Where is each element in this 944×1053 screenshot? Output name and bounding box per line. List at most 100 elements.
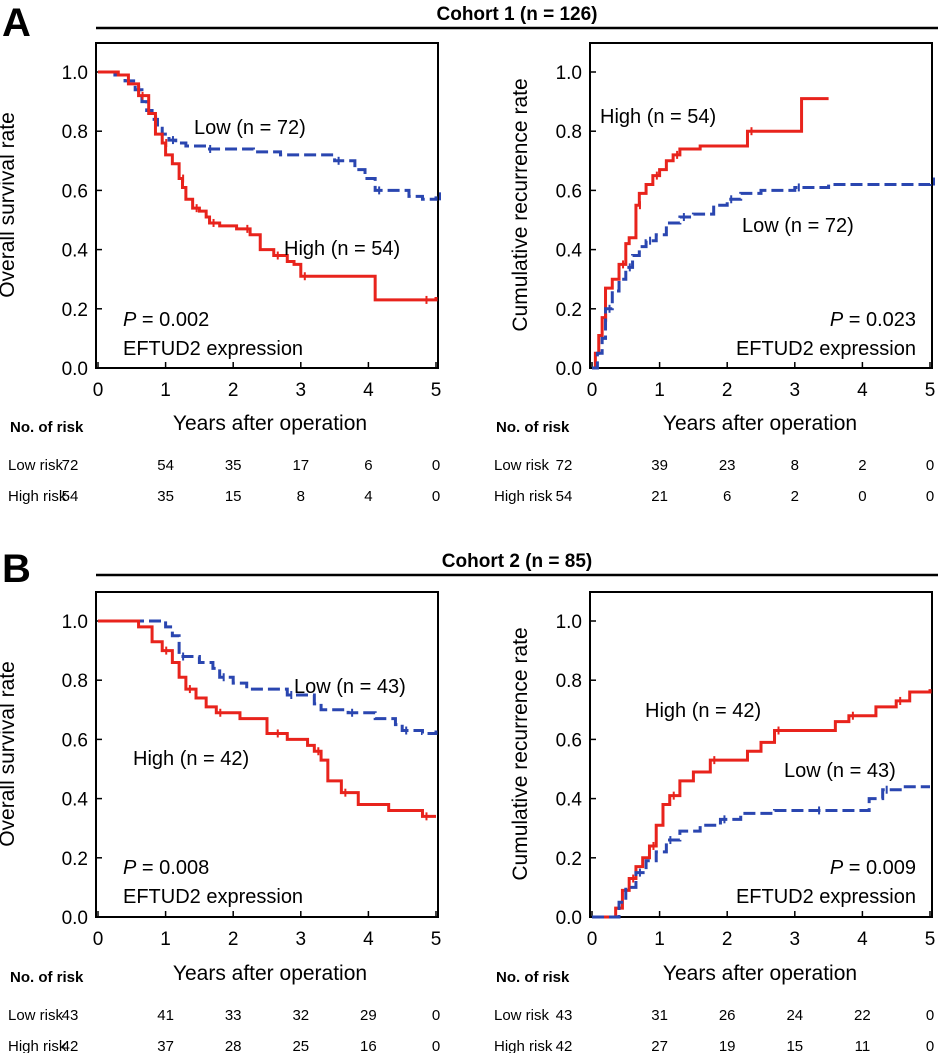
p-value-text: = 0.002 (136, 309, 209, 331)
y-tick-label: 0.2 (556, 300, 582, 321)
risk-cell: 26 (719, 1007, 736, 1024)
curve-label-low: Low (n = 43) (294, 676, 406, 698)
risk-cell: 22 (854, 1007, 871, 1024)
x-tick-label: 3 (790, 929, 801, 950)
chart-cohort1-overall-survival: 0 1 2 3 4 5 0.0 0.2 0.4 0.6 0.8 1.0 Overall surviva… (0, 42, 442, 505)
risk-cell: 17 (292, 457, 309, 474)
plot-frame (589, 42, 933, 369)
risk-cell: 0 (432, 1038, 440, 1053)
risk-cell: 54 (62, 488, 79, 505)
risk-cell: 15 (225, 488, 242, 505)
risk-row-label: High risk (494, 1038, 553, 1053)
risk-cell: 35 (157, 488, 174, 505)
y-tick-label: 0.6 (556, 181, 582, 202)
risk-row-label: High risk (494, 488, 553, 505)
x-tick-label: 4 (363, 929, 374, 950)
risk-cell: 15 (786, 1038, 803, 1053)
risk-cell: 0 (858, 488, 866, 505)
curve-label-high: High (n = 54) (600, 106, 716, 128)
x-axis-label: Years after operation (663, 962, 857, 985)
plot-frame (589, 591, 933, 918)
risk-cell: 4 (364, 488, 372, 505)
y-axis-label: Cumulative recurrence rate (509, 627, 532, 880)
y-tick-label: 0.0 (62, 359, 88, 380)
risk-cell: 35 (225, 457, 242, 474)
p-value-text: = 0.008 (136, 857, 209, 879)
risk-table-header: No. of risk (10, 419, 84, 436)
x-tick-label: 0 (93, 380, 104, 401)
risk-cell: 72 (556, 457, 573, 474)
curve-label-high: High (n = 54) (284, 238, 400, 260)
x-tick-label: 1 (654, 380, 665, 401)
risk-row-label: Low risk (494, 1007, 550, 1024)
y-tick-label: 0.6 (556, 730, 582, 751)
y-tick-label: 0.8 (62, 122, 88, 143)
risk-cell: 33 (225, 1007, 242, 1024)
panel-letter-a: A (2, 1, 31, 45)
risk-cell: 0 (926, 1038, 934, 1053)
km-curve-low (592, 181, 932, 370)
km-curve-high (98, 619, 436, 818)
p-value: P = 0.023 (830, 309, 916, 331)
cohort-1-title: Cohort 1 (n = 126) (437, 4, 598, 25)
risk-table-header: No. of risk (496, 969, 570, 986)
plot-frame (95, 591, 439, 918)
p-value: P = 0.002 (123, 309, 209, 331)
x-tick-label: 1 (160, 380, 171, 401)
risk-cell: 0 (926, 488, 934, 505)
risk-cell: 6 (364, 457, 372, 474)
risk-cell: 27 (651, 1038, 668, 1053)
km-curve-low (98, 619, 438, 735)
expression-label: EFTUD2 expression (736, 338, 916, 360)
chart-cohort1-recurrence: 0 1 2 3 4 50.00.20.40.60.81.0 Cumulative recu… (494, 42, 936, 505)
curve-label-low: Low (n = 72) (194, 117, 306, 139)
y-tick-label: 0.4 (62, 241, 89, 262)
risk-row-label: Low risk (8, 457, 64, 474)
risk-row-label: High risk (8, 1038, 67, 1053)
risk-cell: 0 (432, 488, 440, 505)
risk-cell: 54 (157, 457, 174, 474)
risk-cell: 2 (791, 488, 799, 505)
risk-cell: 6 (723, 488, 731, 505)
risk-cell: 2 (858, 457, 866, 474)
plot-frame (95, 42, 439, 369)
x-tick-label: 5 (431, 380, 442, 401)
risk-row-label: High risk (8, 488, 67, 505)
x-tick-label: 1 (160, 929, 171, 950)
x-tick-label: 5 (925, 929, 936, 950)
risk-cell: 19 (719, 1038, 736, 1053)
x-axis-label: Years after operation (663, 412, 857, 435)
y-tick-label: 1.0 (556, 63, 582, 84)
p-value-symbol: P (830, 857, 844, 879)
y-tick-label: 0.8 (62, 671, 88, 692)
chart-cohort2-overall-survival: 0 1 2 3 4 5 0.0 0.2 0.4 0.6 0.8 1.0 Overall surviva… (0, 591, 441, 1053)
x-tick-label: 0 (587, 929, 598, 950)
chart-cohort2-recurrence: 0 1 2 3 4 5 0.0 0.2 0.4 0.6 0.8 1.0 Cumulative recu… (494, 591, 936, 1053)
expression-label: EFTUD2 expression (123, 338, 303, 360)
cohort-2-title: Cohort 2 (n = 85) (442, 551, 592, 572)
risk-cell: 0 (432, 1007, 440, 1024)
risk-cell: 42 (62, 1038, 79, 1053)
risk-cell: 32 (292, 1007, 309, 1024)
risk-cell: 54 (556, 488, 573, 505)
y-tick-label: 0.6 (62, 181, 88, 202)
risk-cell: 23 (719, 457, 736, 474)
y-tick-label: 0.6 (62, 730, 88, 751)
risk-cell: 42 (556, 1038, 573, 1053)
risk-cell: 8 (297, 488, 305, 505)
risk-cell: 16 (360, 1038, 377, 1053)
curve-label-high: High (n = 42) (133, 748, 249, 770)
risk-cell: 0 (432, 457, 440, 474)
x-tick-label: 4 (857, 929, 868, 950)
curve-label-low: Low (n = 72) (742, 215, 854, 237)
x-tick-label: 5 (925, 380, 936, 401)
y-tick-label: 0.0 (556, 359, 582, 380)
risk-cell: 41 (157, 1007, 174, 1024)
km-curve-high (98, 70, 438, 302)
x-tick-label: 4 (363, 380, 374, 401)
curve-label-high: High (n = 42) (645, 700, 761, 722)
x-tick-label: 2 (228, 929, 239, 950)
x-tick-label: 3 (790, 380, 801, 401)
y-tick-label: 0.2 (556, 849, 582, 870)
risk-cell: 72 (62, 457, 79, 474)
